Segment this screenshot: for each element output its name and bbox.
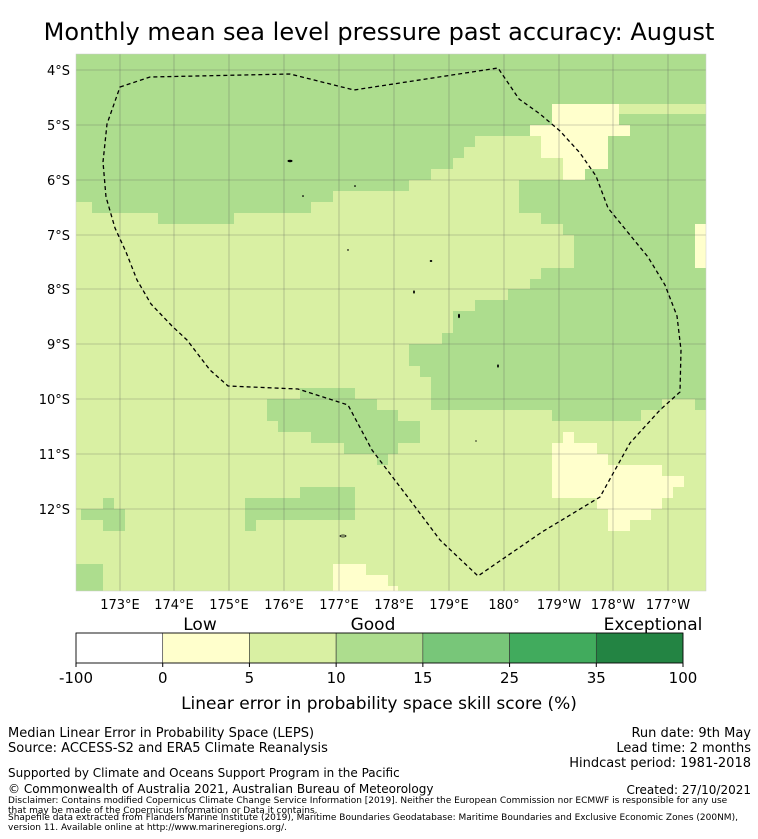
latitude-axis: 4°S 5°S 6°S 7°S 8°S 9°S 10°S 11°S 12°S [39, 64, 70, 518]
colorbar-swatch [595, 632, 684, 664]
colorbar-swatch [509, 632, 597, 664]
colorbar-category-good: Good [351, 615, 396, 635]
skill-region-central [267, 388, 420, 465]
footer-created: Created: 27/10/2021 [626, 783, 751, 797]
colorbar-tick-label: 100 [669, 669, 698, 687]
colorbar-tick-label: 35 [587, 669, 606, 687]
island [287, 159, 293, 163]
colorbar-tick-label: 10 [327, 669, 346, 687]
island [458, 313, 460, 319]
map-frame [75, 53, 707, 592]
colorbar-swatches [75, 632, 684, 664]
map-figure: 4°S 5°S 6°S 7°S 8°S 9°S 10°S 11°S 12°S 1… [39, 53, 707, 714]
footer-disclaimer-2: that may be made of the Copernicus Infor… [8, 806, 318, 816]
footer-run-date: Run date: 9th May [631, 726, 751, 741]
colorbar-label: Linear error in probability space skill … [181, 694, 577, 714]
lon-label: 180° [488, 598, 519, 613]
colorbar-swatch [335, 632, 424, 664]
island [339, 534, 347, 538]
skill-region-west-islet [81, 498, 125, 531]
footer-disclaimer-1: Disclaimer: Contains modified Copernicus… [8, 796, 728, 806]
lat-label: 10°S [39, 393, 70, 408]
footer-leps: Median Linear Error in Probability Space… [8, 726, 315, 741]
footer-source: Source: ACCESS-S2 and ERA5 Climate Reana… [8, 741, 328, 756]
map-title: Monthly mean sea level pressure past acc… [43, 18, 715, 46]
lon-label: 179°E [429, 598, 469, 613]
colorbar-swatch [162, 632, 250, 664]
lat-label: 9°S [47, 338, 70, 353]
map-panel [75, 53, 707, 592]
eez-boundary [102, 67, 682, 577]
island [354, 185, 356, 187]
footer-hindcast: Hindcast period: 1981-2018 [569, 756, 751, 771]
lon-label: 178°W [591, 598, 635, 613]
lon-label: 173°E [100, 598, 140, 613]
lat-label: 11°S [39, 448, 70, 463]
footer-disclaimer-3: Shapefile data extracted from Flanders M… [8, 813, 738, 823]
colorbar-swatch [75, 632, 164, 664]
lon-label: 177°W [646, 598, 690, 613]
lat-label: 12°S [39, 503, 70, 518]
lat-label: 5°S [47, 119, 70, 134]
lat-label: 4°S [47, 64, 70, 79]
island [302, 195, 304, 197]
lat-label: 8°S [47, 283, 70, 298]
islands [287, 159, 499, 538]
colorbar: Low Good Exceptional -100 0 5 10 15 25 35 100 L… [59, 615, 702, 714]
skill-region-southwest-corner [76, 564, 103, 591]
skill-region-southeast-pale [552, 432, 684, 531]
island [497, 364, 499, 368]
colorbar-tick-label: 15 [413, 669, 432, 687]
lat-label: 6°S [47, 174, 70, 189]
lon-label: 175°E [209, 598, 249, 613]
island [413, 290, 415, 294]
colorbar-swatch [249, 632, 337, 664]
lon-label: 178°E [374, 598, 414, 613]
map-gridlines [76, 54, 706, 591]
lon-label: 177°E [319, 598, 359, 613]
lon-label: 176°E [264, 598, 304, 613]
skill-region-east-pale [695, 224, 706, 268]
colorbar-tick-label: 0 [158, 669, 168, 687]
lat-label: 7°S [47, 229, 70, 244]
lon-label: 174°E [154, 598, 194, 613]
footer-supported: Supported by Climate and Oceans Support … [8, 766, 400, 780]
skill-region-0-5 [333, 104, 706, 591]
lon-label: 179°W [537, 598, 581, 613]
colorbar-category-low: Low [183, 615, 217, 635]
island [429, 260, 433, 262]
footer-disclaimer-4: version 11. Available online at http://w… [8, 823, 287, 833]
colorbar-swatch [422, 632, 510, 664]
colorbar-category-exceptional: Exceptional [604, 615, 703, 635]
colorbar-tick-label: -100 [59, 669, 93, 687]
colorbar-frame [75, 632, 684, 664]
longitude-axis: 173°E 174°E 175°E 176°E 177°E 178°E 179°… [100, 598, 690, 613]
island [475, 440, 477, 442]
footer-copyright: © Commonwealth of Australia 2021, Austra… [8, 782, 434, 796]
colorbar-tick-label: 5 [245, 669, 255, 687]
skill-region-northeast-pale [530, 104, 630, 180]
colorbar-tick-label: 25 [500, 669, 519, 687]
colorbar-ticks: -100 0 5 10 15 25 35 100 [59, 663, 697, 687]
island [347, 249, 349, 251]
skill-region-north [76, 54, 706, 224]
skill-region-south-pale [333, 564, 398, 591]
footer-lead-time: Lead time: 2 months [616, 741, 751, 756]
